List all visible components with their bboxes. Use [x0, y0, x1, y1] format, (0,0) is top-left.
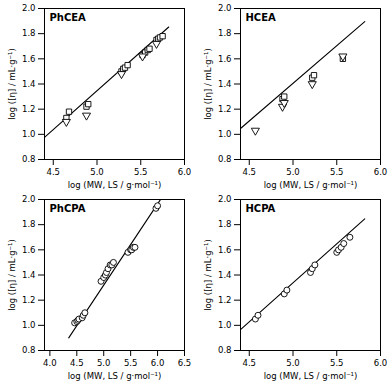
- svg-text:0.8: 0.8: [22, 154, 36, 164]
- svg-text:log (MW, LS / g·mol⁻¹): log (MW, LS / g·mol⁻¹): [68, 180, 162, 190]
- svg-text:2.0: 2.0: [22, 194, 36, 204]
- svg-text:1.2: 1.2: [218, 295, 232, 305]
- svg-text:PhCPA: PhCPA: [50, 203, 86, 214]
- svg-text:4.5: 4.5: [70, 358, 84, 368]
- svg-text:1.4: 1.4: [22, 270, 36, 280]
- svg-text:1.4: 1.4: [22, 79, 36, 89]
- svg-text:1.6: 1.6: [218, 54, 232, 64]
- svg-text:1.4: 1.4: [218, 270, 232, 280]
- svg-text:5.5: 5.5: [330, 358, 344, 368]
- svg-text:1.0: 1.0: [22, 320, 36, 330]
- svg-text:6.0: 6.0: [374, 167, 388, 177]
- svg-text:2.0: 2.0: [22, 3, 36, 13]
- svg-text:6.5: 6.5: [178, 358, 192, 368]
- svg-text:log (MW, LS / g·mol⁻¹): log (MW, LS / g·mol⁻¹): [68, 371, 162, 381]
- svg-text:PhCEA: PhCEA: [50, 12, 87, 23]
- svg-text:4.5: 4.5: [46, 167, 60, 177]
- svg-text:1.8: 1.8: [22, 219, 36, 229]
- svg-text:1.0: 1.0: [22, 129, 36, 139]
- svg-text:4.0: 4.0: [43, 358, 57, 368]
- svg-text:5.0: 5.0: [286, 358, 300, 368]
- svg-text:5.5: 5.5: [134, 167, 148, 177]
- svg-text:HCPA: HCPA: [246, 203, 276, 214]
- svg-text:0.8: 0.8: [218, 345, 232, 355]
- svg-text:5.0: 5.0: [286, 167, 300, 177]
- svg-text:1.4: 1.4: [218, 79, 232, 89]
- svg-text:1.0: 1.0: [218, 129, 232, 139]
- svg-text:1.6: 1.6: [22, 245, 36, 255]
- svg-text:1.8: 1.8: [22, 28, 36, 38]
- svg-text:6.0: 6.0: [374, 358, 388, 368]
- svg-text:1.0: 1.0: [218, 320, 232, 330]
- svg-text:log (MW, LS / g·mol⁻¹): log (MW, LS / g·mol⁻¹): [264, 371, 358, 381]
- svg-text:1.2: 1.2: [22, 295, 36, 305]
- svg-text:log ([η] / mL·g⁻¹): log ([η] / mL·g⁻¹): [203, 239, 213, 311]
- svg-text:5.0: 5.0: [90, 167, 104, 177]
- svg-text:6.0: 6.0: [178, 167, 192, 177]
- svg-text:5.0: 5.0: [97, 358, 111, 368]
- svg-text:HCEA: HCEA: [246, 12, 277, 23]
- svg-text:4.5: 4.5: [242, 358, 256, 368]
- svg-text:log ([η] / mL·g⁻¹): log ([η] / mL·g⁻¹): [7, 48, 17, 120]
- svg-text:5.5: 5.5: [330, 167, 344, 177]
- svg-text:1.6: 1.6: [218, 245, 232, 255]
- svg-text:0.8: 0.8: [218, 154, 232, 164]
- svg-text:4.5: 4.5: [242, 167, 256, 177]
- svg-text:log ([η] / mL·g⁻¹): log ([η] / mL·g⁻¹): [203, 48, 213, 120]
- svg-text:0.8: 0.8: [22, 345, 36, 355]
- svg-text:1.6: 1.6: [22, 54, 36, 64]
- svg-text:1.8: 1.8: [218, 28, 232, 38]
- svg-text:6.0: 6.0: [151, 358, 165, 368]
- svg-text:log (MW, LS / g·mol⁻¹): log (MW, LS / g·mol⁻¹): [264, 180, 358, 190]
- svg-text:2.0: 2.0: [218, 194, 232, 204]
- svg-text:2.0: 2.0: [218, 3, 232, 13]
- svg-text:1.8: 1.8: [218, 219, 232, 229]
- svg-text:log ([η] / mL·g⁻¹): log ([η] / mL·g⁻¹): [7, 239, 17, 311]
- svg-text:5.5: 5.5: [124, 358, 138, 368]
- svg-text:1.2: 1.2: [22, 104, 36, 114]
- svg-text:1.2: 1.2: [218, 104, 232, 114]
